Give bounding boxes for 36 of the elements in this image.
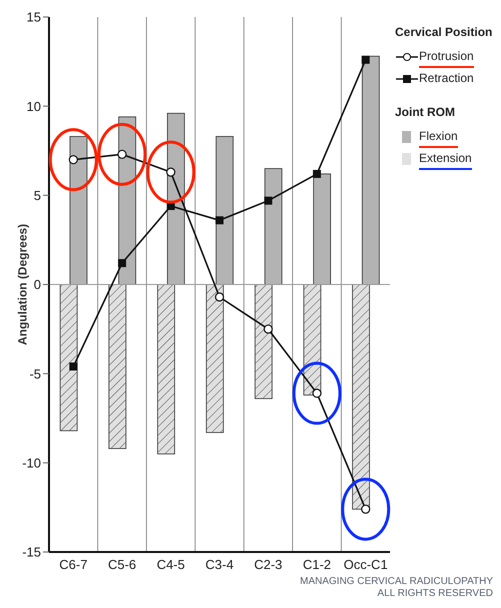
point [361,504,370,514]
y-tick-label: 5 [34,188,41,203]
y-axis-title: Angulation (Degrees) [15,224,30,346]
point [69,362,78,371]
x-tick-label: C5-6 [108,557,136,572]
y-tick-label: 15 [26,10,41,25]
x-tick-label: C3-4 [205,557,234,572]
point [68,155,78,164]
x-tick-label: C2-3 [254,557,282,572]
point [264,324,273,334]
point [117,150,127,159]
y-tick-label: -5 [29,366,41,382]
x-tick-label: Occ-C1 [344,557,388,572]
legend-label: Protrusion [419,46,474,68]
legend-label: Flexion [419,126,458,148]
x-tick-label: C1-2 [302,557,332,572]
x-tick-label: C4-5 [156,557,185,572]
legend-label: Retraction [419,70,474,87]
point [166,168,176,177]
point [216,216,224,224]
legend-label: Extension [419,148,472,170]
x-tick-label: C6-7 [59,557,88,572]
y-tick-label: -10 [22,455,41,470]
point [312,388,322,398]
point [214,292,224,302]
y-tick-label: -15 [22,544,41,560]
y-tick-label: 0 [34,277,41,292]
point [312,170,321,178]
point [118,259,126,268]
point [362,56,370,64]
text: ALL RIGHTS RESERVED [376,588,493,600]
text: MANAGING CERVICAL RADICULOPATHY [300,576,493,588]
y-tick-label: 10 [26,98,41,114]
legend-title: Cervical Position [395,24,492,41]
text: Joint ROM [395,104,456,121]
point [264,196,272,205]
